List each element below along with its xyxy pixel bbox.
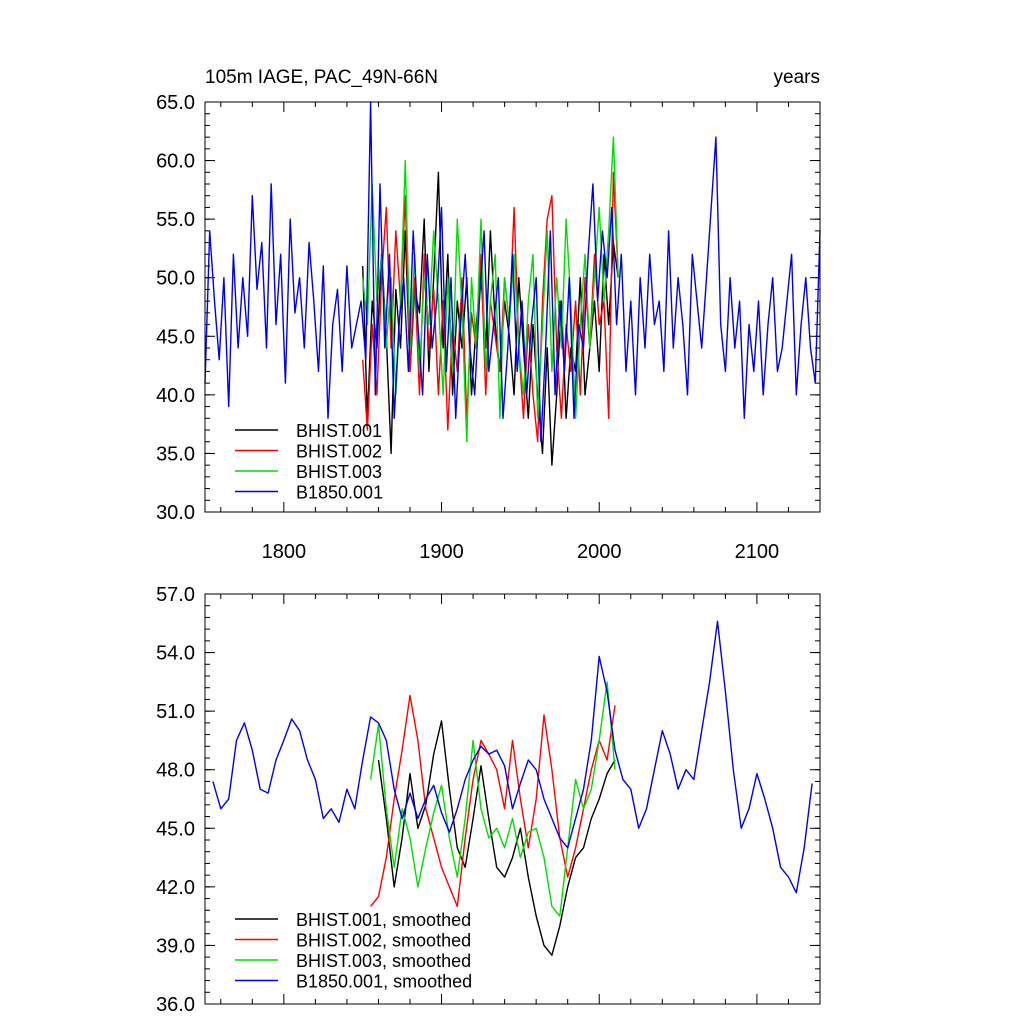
top-plot-frame <box>204 101 821 513</box>
legend-label: BHIST.002, smoothed <box>296 931 471 951</box>
series-line <box>212 620 813 894</box>
series-line <box>370 694 616 908</box>
y-tick-label: 42.0 <box>156 877 195 899</box>
y-tick-label: 65.0 <box>156 92 195 114</box>
y-tick-label: 48.0 <box>156 760 195 782</box>
legend-label: BHIST.003, smoothed <box>296 951 471 971</box>
x-tick-label: 1900 <box>419 541 464 563</box>
x-tick-label: 2000 <box>577 541 622 563</box>
y-tick-label: 50.0 <box>156 268 195 290</box>
y-tick-label: 45.0 <box>156 326 195 348</box>
bottom-panel: 36.0 39.0 42.0 45.0 48.0 51.0 54.0 57.0 BHIST.0… <box>156 584 821 1016</box>
x-tick-label: 2100 <box>735 541 780 563</box>
y-tick-label: 45.0 <box>156 818 195 840</box>
top-axis-ticks <box>205 101 821 513</box>
top-series-lines <box>204 101 821 466</box>
legend-label: B1850.001, smoothed <box>296 972 472 992</box>
y-tick-label: 55.0 <box>156 209 195 231</box>
top-panel: 105m IAGE, PAC_49N-66N years 30.0 35.0 40.… <box>156 67 821 563</box>
series-line <box>204 101 821 443</box>
series-line <box>362 136 619 443</box>
bottom-plot-frame <box>204 593 821 1005</box>
x-tick-label: 1800 <box>262 541 307 563</box>
top-chart-units: years <box>774 67 820 88</box>
legend-label: BHIST.003 <box>296 462 382 482</box>
legend-label: B1850.001 <box>296 483 383 503</box>
top-chart-title: 105m IAGE, PAC_49N-66N <box>205 67 438 88</box>
legend-label: BHIST.002 <box>296 442 382 462</box>
series-line <box>377 720 616 956</box>
y-tick-label: 57.0 <box>156 584 195 606</box>
y-tick-label: 35.0 <box>156 443 195 465</box>
y-tick-label: 54.0 <box>156 643 195 665</box>
y-tick-label: 60.0 <box>156 151 195 173</box>
y-tick-label: 39.0 <box>156 935 195 957</box>
legend-label: BHIST.001, smoothed <box>296 910 471 930</box>
top-x-tick-labels: 1800 1900 2000 2100 <box>262 541 780 563</box>
bottom-series-lines <box>212 620 813 956</box>
series-line <box>369 681 616 917</box>
y-tick-label: 40.0 <box>156 385 195 407</box>
y-tick-label: 51.0 <box>156 701 195 723</box>
y-tick-label: 30.0 <box>156 502 195 524</box>
y-tick-label: 36.0 <box>156 994 195 1016</box>
series-line <box>362 171 619 466</box>
top-y-tick-labels: 30.0 35.0 40.0 45.0 50.0 55.0 60.0 65.0 <box>156 92 195 524</box>
bottom-y-tick-labels: 36.0 39.0 42.0 45.0 48.0 51.0 54.0 57.0 <box>156 584 195 1016</box>
legend-label: BHIST.001 <box>296 421 382 441</box>
